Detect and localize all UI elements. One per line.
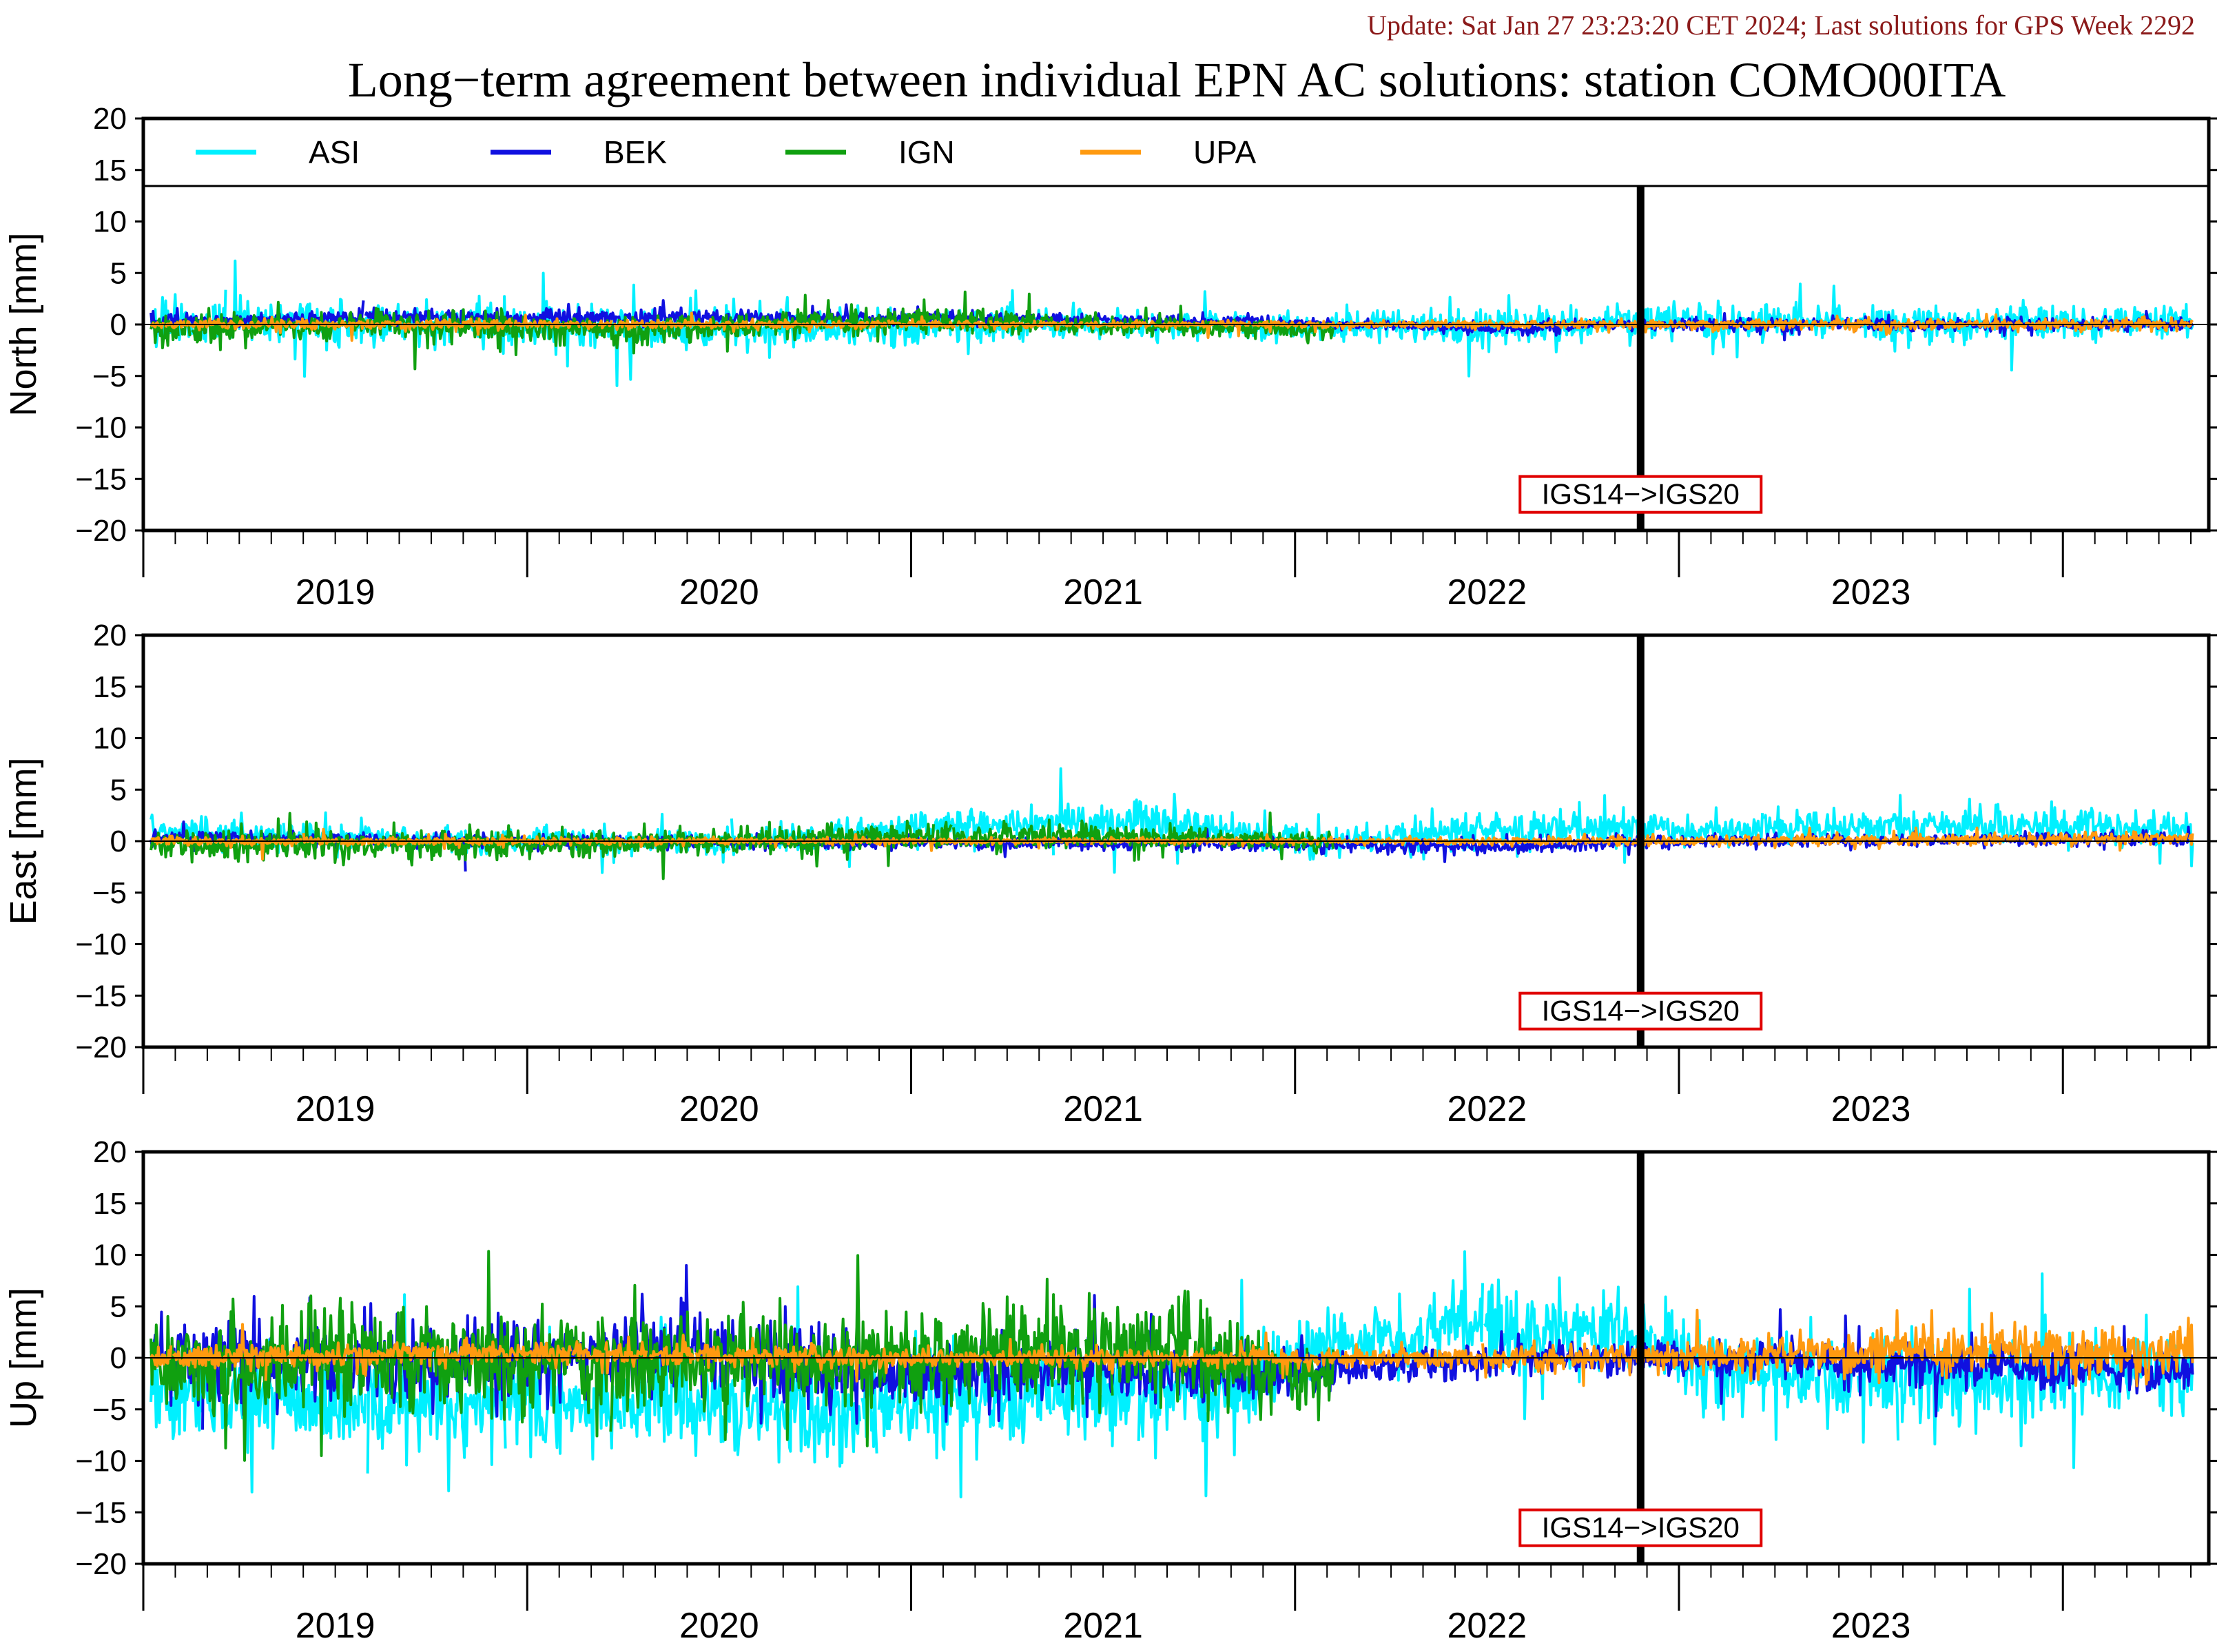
x-tick-label: 2020: [679, 572, 759, 612]
annotation-label: IGS14−>IGS20: [1542, 995, 1740, 1027]
series-group: [150, 1250, 2194, 1498]
x-tick-label: 2022: [1447, 1089, 1527, 1129]
annotation-box: [1518, 991, 1763, 1031]
y-tick-label: 20: [93, 1135, 127, 1169]
y-tick-label: −5: [92, 1393, 127, 1427]
y-tick-label: 15: [93, 1187, 127, 1221]
series-group: [150, 767, 2194, 880]
x-tick-label: 2019: [296, 1606, 375, 1646]
y-tick-label: 15: [93, 670, 127, 704]
y-tick-label: 10: [93, 1239, 127, 1272]
annotation-label: IGS14−>IGS20: [1542, 478, 1740, 510]
y-tick-label: −10: [75, 411, 127, 445]
y-tick-label: −15: [75, 462, 127, 496]
y-tick-label: 0: [110, 1341, 127, 1375]
y-tick-label: −5: [92, 360, 127, 393]
y-tick-label: 20: [93, 102, 127, 136]
x-tick-label: 2020: [679, 1606, 759, 1646]
y-tick-label: −15: [75, 979, 127, 1013]
panel-up: IGS14−>IGS20 20 15 10 5 0 −5 −10 −15 −20 Up [mm] 20…: [3, 1135, 2217, 1646]
y-axis-label: Up [mm]: [3, 1288, 44, 1428]
panel-east: IGS14−>IGS20 20 15 10 5 0 −5 −10 −15 −20 East [mm]…: [3, 619, 2217, 1129]
y-tick-label: 15: [93, 154, 127, 187]
y-tick-label: −10: [75, 1445, 127, 1478]
x-tick-label: 2019: [296, 572, 375, 612]
annotation-box: [1518, 475, 1763, 514]
x-tick-label: 2022: [1447, 1606, 1527, 1646]
legend-label-asi: ASI: [309, 134, 360, 170]
y-tick-label: 5: [110, 1290, 127, 1323]
y-tick-label: −20: [75, 1031, 127, 1064]
x-tick-label: 2023: [1831, 1089, 1911, 1129]
legend-label-ign: IGN: [898, 134, 955, 170]
y-tick-label: 0: [110, 825, 127, 858]
chart-title: Long−term agreement between individual E…: [348, 52, 2006, 107]
y-tick-label: 0: [110, 308, 127, 342]
x-tick-label: 2019: [296, 1089, 375, 1129]
legend-background: [143, 118, 2209, 186]
series-line-asi: [150, 767, 2194, 874]
y-tick-label: 10: [93, 205, 127, 239]
x-tick-label: 2020: [679, 1089, 759, 1129]
y-tick-label: −20: [75, 1547, 127, 1581]
x-tick-label: 2023: [1831, 572, 1911, 612]
annotation-box: [1518, 1508, 1763, 1547]
y-tick-label: 5: [110, 773, 127, 807]
y-tick-label: −20: [75, 514, 127, 548]
y-tick-label: 20: [93, 619, 127, 652]
y-axis-label: North [mm]: [3, 232, 44, 416]
x-tick-label: 2021: [1063, 572, 1143, 612]
x-tick-label: 2021: [1063, 1606, 1143, 1646]
y-tick-label: 10: [93, 722, 127, 756]
panels: IGS14−>IGS20 ASI BEK IGN UPA 20 15 10 5 0 −5 −10 −15…: [3, 102, 2217, 1646]
y-tick-label: −15: [75, 1496, 127, 1529]
x-tick-label: 2021: [1063, 1089, 1143, 1129]
panel-north: IGS14−>IGS20 ASI BEK IGN UPA 20 15 10 5 0 −5 −10 −15…: [3, 102, 2217, 612]
legend-label-bek: BEK: [604, 134, 667, 170]
legend: ASI BEK IGN UPA: [143, 118, 2209, 187]
series-line-upa: [150, 1308, 2194, 1387]
y-tick-label: 5: [110, 256, 127, 290]
annotation-label: IGS14−>IGS20: [1542, 1511, 1740, 1544]
legend-label-upa: UPA: [1193, 134, 1256, 170]
y-axis-label: East [mm]: [3, 757, 44, 925]
update-text: Update: Sat Jan 27 23:23:20 CET 2024; La…: [1367, 10, 2195, 41]
x-tick-label: 2022: [1447, 572, 1527, 612]
x-tick-label: 2023: [1831, 1606, 1911, 1646]
y-tick-label: −10: [75, 928, 127, 962]
series-group: [150, 259, 2194, 387]
y-tick-label: −5: [92, 876, 127, 910]
